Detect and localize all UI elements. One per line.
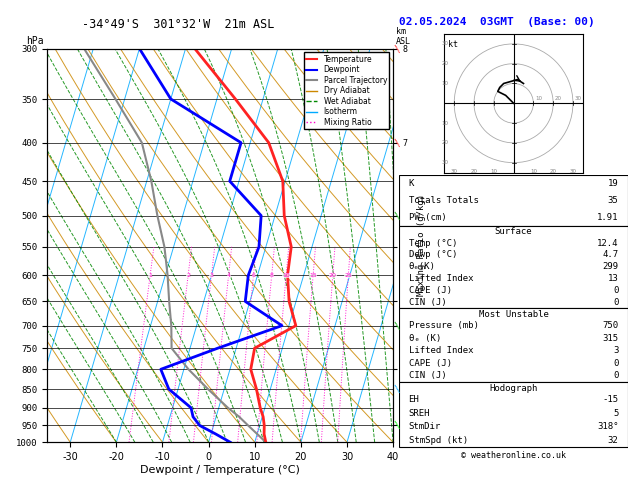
Text: /: / xyxy=(393,321,403,330)
Text: 20: 20 xyxy=(555,96,562,101)
Text: 0: 0 xyxy=(613,371,618,380)
Text: EH: EH xyxy=(409,396,420,404)
Text: 299: 299 xyxy=(603,262,618,271)
Text: 10: 10 xyxy=(535,96,542,101)
Text: 8: 8 xyxy=(270,273,274,278)
Text: CIN (J): CIN (J) xyxy=(409,371,446,380)
Text: 20: 20 xyxy=(442,61,448,66)
Text: -15: -15 xyxy=(603,396,618,404)
Text: 10: 10 xyxy=(490,169,498,174)
Text: 4: 4 xyxy=(226,273,231,278)
Text: © weatheronline.co.uk: © weatheronline.co.uk xyxy=(461,451,566,460)
Text: 15: 15 xyxy=(309,273,317,278)
X-axis label: Dewpoint / Temperature (°C): Dewpoint / Temperature (°C) xyxy=(140,465,300,475)
Text: 02.05.2024  03GMT  (Base: 00): 02.05.2024 03GMT (Base: 00) xyxy=(399,17,595,27)
Text: 20: 20 xyxy=(470,169,477,174)
Text: 318°: 318° xyxy=(597,422,618,431)
Text: Mixing Ratio (g/kg): Mixing Ratio (g/kg) xyxy=(417,194,426,296)
Text: CAPE (J): CAPE (J) xyxy=(409,359,452,367)
Text: hPa: hPa xyxy=(26,36,44,46)
Text: 12.4: 12.4 xyxy=(597,239,618,247)
Text: 1: 1 xyxy=(148,273,152,278)
Text: 3: 3 xyxy=(209,273,213,278)
Text: Lifted Index: Lifted Index xyxy=(409,346,473,355)
Text: 0: 0 xyxy=(613,297,618,307)
Text: 30: 30 xyxy=(575,96,582,101)
Text: Most Unstable: Most Unstable xyxy=(479,310,548,319)
Text: Hodograph: Hodograph xyxy=(489,383,538,393)
Text: 30: 30 xyxy=(442,160,448,165)
Text: 0: 0 xyxy=(613,359,618,367)
Text: 20: 20 xyxy=(329,273,337,278)
Text: /: / xyxy=(393,384,403,394)
Bar xyxy=(399,308,628,382)
Text: 30: 30 xyxy=(442,41,448,47)
Text: kt: kt xyxy=(448,40,459,49)
Bar xyxy=(399,382,628,447)
Text: StmDir: StmDir xyxy=(409,422,441,431)
Legend: Temperature, Dewpoint, Parcel Trajectory, Dry Adiabat, Wet Adiabat, Isotherm, Mi: Temperature, Dewpoint, Parcel Trajectory… xyxy=(304,52,389,129)
Text: 10: 10 xyxy=(530,169,537,174)
Text: 10: 10 xyxy=(442,81,448,86)
Text: /: / xyxy=(393,44,403,53)
Text: CAPE (J): CAPE (J) xyxy=(409,286,452,295)
Text: PW (cm): PW (cm) xyxy=(409,213,446,222)
Bar xyxy=(399,226,628,308)
Text: 20: 20 xyxy=(442,140,448,145)
Text: 2: 2 xyxy=(186,273,190,278)
Text: StmSpd (kt): StmSpd (kt) xyxy=(409,435,468,445)
Bar xyxy=(399,175,628,226)
Text: 750: 750 xyxy=(603,321,618,330)
Text: 30: 30 xyxy=(569,169,576,174)
Text: CIN (J): CIN (J) xyxy=(409,297,446,307)
Text: Pressure (mb): Pressure (mb) xyxy=(409,321,479,330)
Text: Surface: Surface xyxy=(495,227,532,236)
Text: 6: 6 xyxy=(252,273,255,278)
Text: 315: 315 xyxy=(603,334,618,343)
Text: 30: 30 xyxy=(451,169,458,174)
Text: 0: 0 xyxy=(613,286,618,295)
Text: Totals Totals: Totals Totals xyxy=(409,196,479,205)
Text: Temp (°C): Temp (°C) xyxy=(409,239,457,247)
Text: -34°49'S  301°32'W  21m ASL: -34°49'S 301°32'W 21m ASL xyxy=(82,18,274,31)
Text: 5: 5 xyxy=(613,409,618,418)
Text: Dewp (°C): Dewp (°C) xyxy=(409,250,457,260)
Text: θₑ (K): θₑ (K) xyxy=(409,334,441,343)
Text: θₑ(K): θₑ(K) xyxy=(409,262,435,271)
Text: 3: 3 xyxy=(613,346,618,355)
Text: K: K xyxy=(409,179,414,188)
Text: 1.91: 1.91 xyxy=(597,213,618,222)
Text: 25: 25 xyxy=(345,273,352,278)
Text: 32: 32 xyxy=(608,435,618,445)
Text: 10: 10 xyxy=(442,121,448,125)
Text: SREH: SREH xyxy=(409,409,430,418)
Text: /: / xyxy=(393,211,403,220)
Text: 20: 20 xyxy=(550,169,557,174)
Text: Lifted Index: Lifted Index xyxy=(409,274,473,283)
Text: 13: 13 xyxy=(608,274,618,283)
Text: 4.7: 4.7 xyxy=(603,250,618,260)
Text: /: / xyxy=(393,138,403,147)
Text: 35: 35 xyxy=(608,196,618,205)
Text: 19: 19 xyxy=(608,179,618,188)
Text: km
ASL: km ASL xyxy=(396,27,411,46)
Text: 10: 10 xyxy=(282,273,290,278)
Text: /: / xyxy=(393,421,403,430)
